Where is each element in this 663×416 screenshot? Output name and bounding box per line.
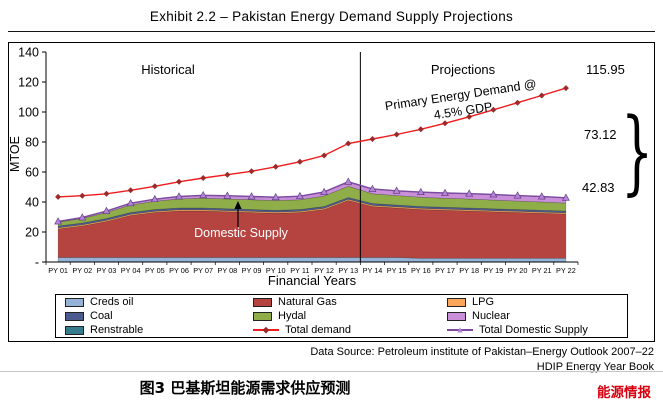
legend-item: Renstrable (65, 324, 253, 336)
legend-item: Coal (65, 310, 253, 322)
legend-label: Natural Gas (278, 296, 337, 308)
figure-caption: 图3 巴基斯坦能源需求供应预测 (139, 379, 351, 397)
annotation-projections: Projections (430, 62, 496, 77)
legend-item: Hydal (253, 310, 447, 322)
title-underline (8, 31, 655, 32)
legend-item: ◆ Total demand (253, 324, 447, 336)
legend-label: LPG (472, 296, 495, 308)
legend-swatch-coal (65, 311, 84, 321)
legend-label: Coal (90, 310, 113, 322)
legend-swatch-total-demand: ◆ (253, 325, 279, 335)
legend-label: Nuclear (472, 310, 510, 322)
demand-endpoint-value: 115.95 (586, 62, 625, 77)
legend-item: ▲ Total Domestic Supply (447, 324, 627, 336)
legend-label: Total Domestic Supply (479, 324, 588, 336)
legend-swatch-renstrable (65, 325, 84, 335)
gap-value: 73.12 (584, 127, 617, 142)
legend-label: Creds oil (90, 296, 134, 308)
supply-endpoint-value: 42.83 (582, 180, 615, 195)
data-source: Data Source: Petroleum institute of Paki… (310, 345, 654, 376)
x-axis-title: Financial Years (267, 273, 357, 288)
legend-swatch-creds-oil (65, 297, 84, 307)
legend-swatch-total-domestic-supply: ▲ (447, 325, 473, 335)
legend-label: Total demand (285, 324, 352, 336)
legend-item: Creds oil (65, 296, 253, 308)
source-line-1: Data Source: Petroleum institute of Paki… (310, 346, 654, 358)
annotation-domestic-supply: Domestic Supply (194, 226, 288, 240)
footer-divider (0, 371, 663, 372)
source-line-2: HDIP Energy Year Book (536, 361, 654, 374)
legend-item: Nuclear (447, 310, 627, 322)
brand-logo: 能源情报 (597, 385, 651, 400)
legend: Creds oil Natural Gas LPG Coal Hydal Nuc… (55, 294, 628, 338)
annotation-historical: Historical (141, 62, 195, 77)
gap-brace: } (621, 98, 654, 205)
legend-item: Natural Gas (253, 296, 447, 308)
legend-label: Renstrable (90, 324, 144, 336)
chart-title: Exhibit 2.2 – Pakistan Energy Demand Sup… (149, 9, 514, 24)
legend-item: LPG (447, 296, 627, 308)
legend-label: Hydal (278, 310, 307, 322)
legend-swatch-lpg (447, 297, 466, 307)
legend-swatch-nuclear (447, 311, 466, 321)
legend-swatch-hydal (253, 311, 272, 321)
y-axis-title: MTOE (8, 136, 22, 172)
legend-swatch-natural-gas (253, 297, 272, 307)
